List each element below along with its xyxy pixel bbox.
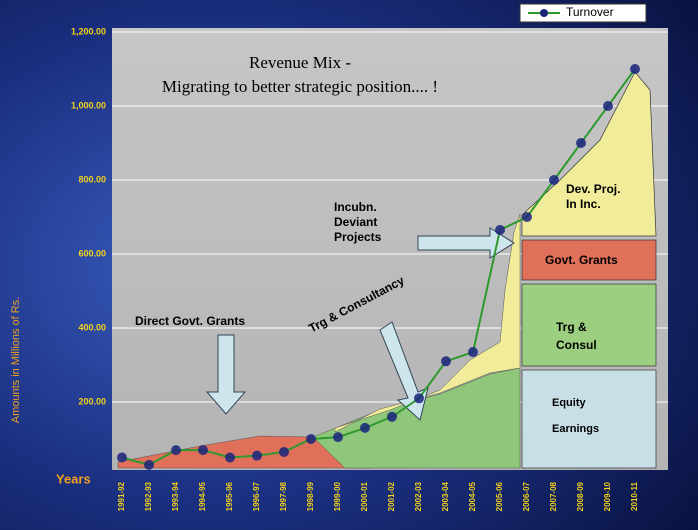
annotation-box: Trg & Consul xyxy=(556,320,597,352)
annotation: Govt. Grants xyxy=(545,253,618,267)
data-point xyxy=(630,64,640,74)
arrow xyxy=(205,334,247,415)
data-point xyxy=(333,432,343,443)
x-tick-label: 2006-07 xyxy=(522,481,531,511)
legend-label: Turnover xyxy=(566,5,614,19)
y-tick-label: 1,000.00 xyxy=(71,100,106,110)
x-tick-label: 1994-95 xyxy=(198,481,207,511)
data-point xyxy=(279,446,289,457)
y-tick-label: 600.00 xyxy=(78,248,106,258)
annotation-box: Dev. Proj. In Inc. xyxy=(566,182,621,211)
y-tick-label: 200.00 xyxy=(78,396,106,406)
annotation: Direct Govt. Grants xyxy=(135,314,245,328)
x-tick-label: 1996-97 xyxy=(252,481,261,511)
chart-subtitle: Migrating to better strategic position..… xyxy=(162,77,438,96)
data-point xyxy=(225,452,235,463)
x-tick-label: 1998-99 xyxy=(306,481,315,511)
data-point xyxy=(252,450,262,461)
x-tick-label: 1997-98 xyxy=(279,481,288,511)
data-point xyxy=(495,224,505,235)
x-tick-label: 1993-94 xyxy=(171,481,180,511)
data-point xyxy=(198,445,208,456)
annotation: Trg & Consul xyxy=(556,320,597,352)
data-point xyxy=(549,175,559,185)
data-point xyxy=(117,452,127,463)
x-tick-label: 1992-93 xyxy=(144,481,153,511)
x-axis-title: Years xyxy=(56,471,91,486)
annotation: Equity Earnings xyxy=(552,397,600,435)
x-tick-label: 1995-96 xyxy=(225,481,234,511)
data-point xyxy=(171,445,181,456)
x-tick-label: 2010-11 xyxy=(630,481,639,510)
x-tick-label: 2001-02 xyxy=(387,481,396,511)
x-tick-label: 1999-00 xyxy=(333,481,342,511)
legend-marker xyxy=(540,9,548,17)
box-dev-proj xyxy=(521,71,657,237)
chart-title: Revenue Mix - xyxy=(249,53,351,72)
data-point xyxy=(306,434,316,444)
data-point xyxy=(144,459,154,470)
annotation: Dev. Proj. In Inc. xyxy=(566,182,621,211)
annotation-box: Incubn. Deviant Projects xyxy=(334,200,382,244)
data-point xyxy=(387,411,397,422)
arrow xyxy=(417,227,515,259)
data-point xyxy=(576,138,586,148)
x-tick-label: 1991-92 xyxy=(117,481,126,511)
data-point xyxy=(468,347,478,358)
x-tick-label: 2003-04 xyxy=(441,481,450,511)
x-tick-label: 2002-03 xyxy=(414,481,423,511)
data-point xyxy=(441,356,451,367)
x-tick-label: 2000-01 xyxy=(360,481,369,511)
y-tick-label: 1,200.00 xyxy=(71,26,106,36)
y-tick-label: 800.00 xyxy=(78,174,106,184)
box-equity xyxy=(521,369,657,469)
annotation-box: Equity Earnings xyxy=(552,397,600,435)
data-point xyxy=(414,393,424,404)
x-tick-label: 2004-05 xyxy=(468,481,477,511)
x-tick-label: 2005-06 xyxy=(495,481,504,511)
area-incubation xyxy=(334,213,521,433)
y-axis-title: Amounts in Millions of Rs. xyxy=(10,297,22,424)
annotation: Incubn. Deviant Projects xyxy=(334,200,382,244)
box-grants xyxy=(521,239,657,281)
legend-box xyxy=(519,3,647,23)
data-point xyxy=(360,422,370,433)
y-tick-label: 400.00 xyxy=(78,322,106,332)
x-tick-label: 2008-09 xyxy=(576,481,585,511)
data-point xyxy=(522,212,532,222)
box-consul xyxy=(521,283,657,367)
x-tick-label: 2009-10 xyxy=(603,481,612,511)
x-tick-label: 2007-08 xyxy=(549,481,558,511)
data-point xyxy=(603,101,613,111)
